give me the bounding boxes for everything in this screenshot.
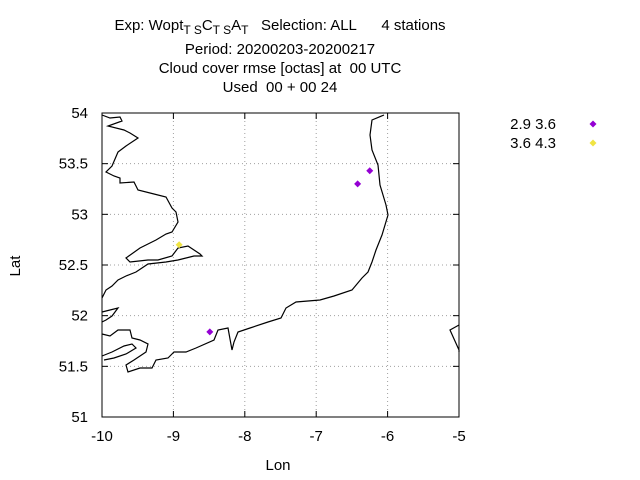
x-tick-label: -10 bbox=[91, 428, 113, 445]
y-tick-label: 51.5 bbox=[59, 358, 88, 375]
coastline-ireland-north bbox=[101, 114, 204, 299]
title-mid-1: C bbox=[201, 17, 213, 34]
legend: 2.9 3.6 3.6 4.3 bbox=[510, 116, 597, 152]
coastline-ireland-bay bbox=[101, 343, 137, 361]
coastline-ireland-east bbox=[101, 114, 389, 373]
legend-entry-marker bbox=[589, 120, 597, 128]
y-tick-label: 51 bbox=[71, 409, 88, 426]
grid-lines bbox=[102, 113, 459, 417]
y-tick-label: 53.5 bbox=[59, 156, 88, 173]
y-tick-label: 52.5 bbox=[59, 257, 88, 274]
title-mid-2: A bbox=[231, 17, 242, 34]
coastline-east bbox=[449, 324, 460, 352]
title-used: Used 00 + 00 24 bbox=[222, 79, 338, 96]
coastline-ireland-southwest bbox=[101, 307, 120, 323]
legend-entry-label: 3.6 4.3 bbox=[510, 135, 556, 152]
data-point-marker bbox=[175, 241, 183, 249]
y-axis-tick-labels: 51 51.5 52 52.5 53 53.5 54 bbox=[59, 105, 88, 426]
x-axis-tick-labels: -10 -9 -8 -7 -6 -5 bbox=[91, 428, 466, 445]
x-tick-label: -5 bbox=[452, 428, 465, 445]
y-axis-label: Lat bbox=[7, 255, 24, 277]
title-line-1: Exp: WoptT SCT SAT Selection: ALL 4 stat… bbox=[0, 16, 560, 40]
data-point-marker bbox=[354, 180, 362, 188]
title-period: Period: 20200203-20200217 bbox=[184, 41, 376, 58]
title-selection: Selection: ALL 4 stations bbox=[248, 17, 446, 34]
title-exp-prefix: Exp: Wopt bbox=[114, 17, 184, 34]
x-tick-label: -9 bbox=[167, 428, 180, 445]
legend-entry-label: 2.9 3.6 bbox=[510, 116, 556, 133]
title-parameter: Cloud cover rmse [octas] at 00 UTC bbox=[158, 60, 402, 77]
data-point-marker bbox=[366, 167, 374, 175]
title-sub-2: T S bbox=[212, 23, 232, 37]
x-tick-label: -8 bbox=[238, 428, 251, 445]
title-sub-3: T bbox=[241, 23, 249, 37]
y-tick-label: 53 bbox=[71, 206, 88, 223]
y-tick-label: 54 bbox=[71, 105, 88, 122]
y-tick-label: 52 bbox=[71, 308, 88, 325]
title-sub-1: T S bbox=[183, 23, 202, 37]
axis-ticks bbox=[101, 112, 460, 418]
x-tick-label: -7 bbox=[310, 428, 323, 445]
x-axis-label: Lon bbox=[265, 457, 290, 474]
plot-frame bbox=[101, 112, 460, 418]
data-point-marker bbox=[206, 328, 214, 336]
chart-title-block: Exp: WoptT SCT SAT Selection: ALL 4 stat… bbox=[0, 16, 560, 97]
x-tick-label: -6 bbox=[381, 428, 394, 445]
legend-entry-marker bbox=[589, 139, 597, 147]
data-points bbox=[175, 167, 374, 336]
coastline bbox=[101, 114, 460, 373]
